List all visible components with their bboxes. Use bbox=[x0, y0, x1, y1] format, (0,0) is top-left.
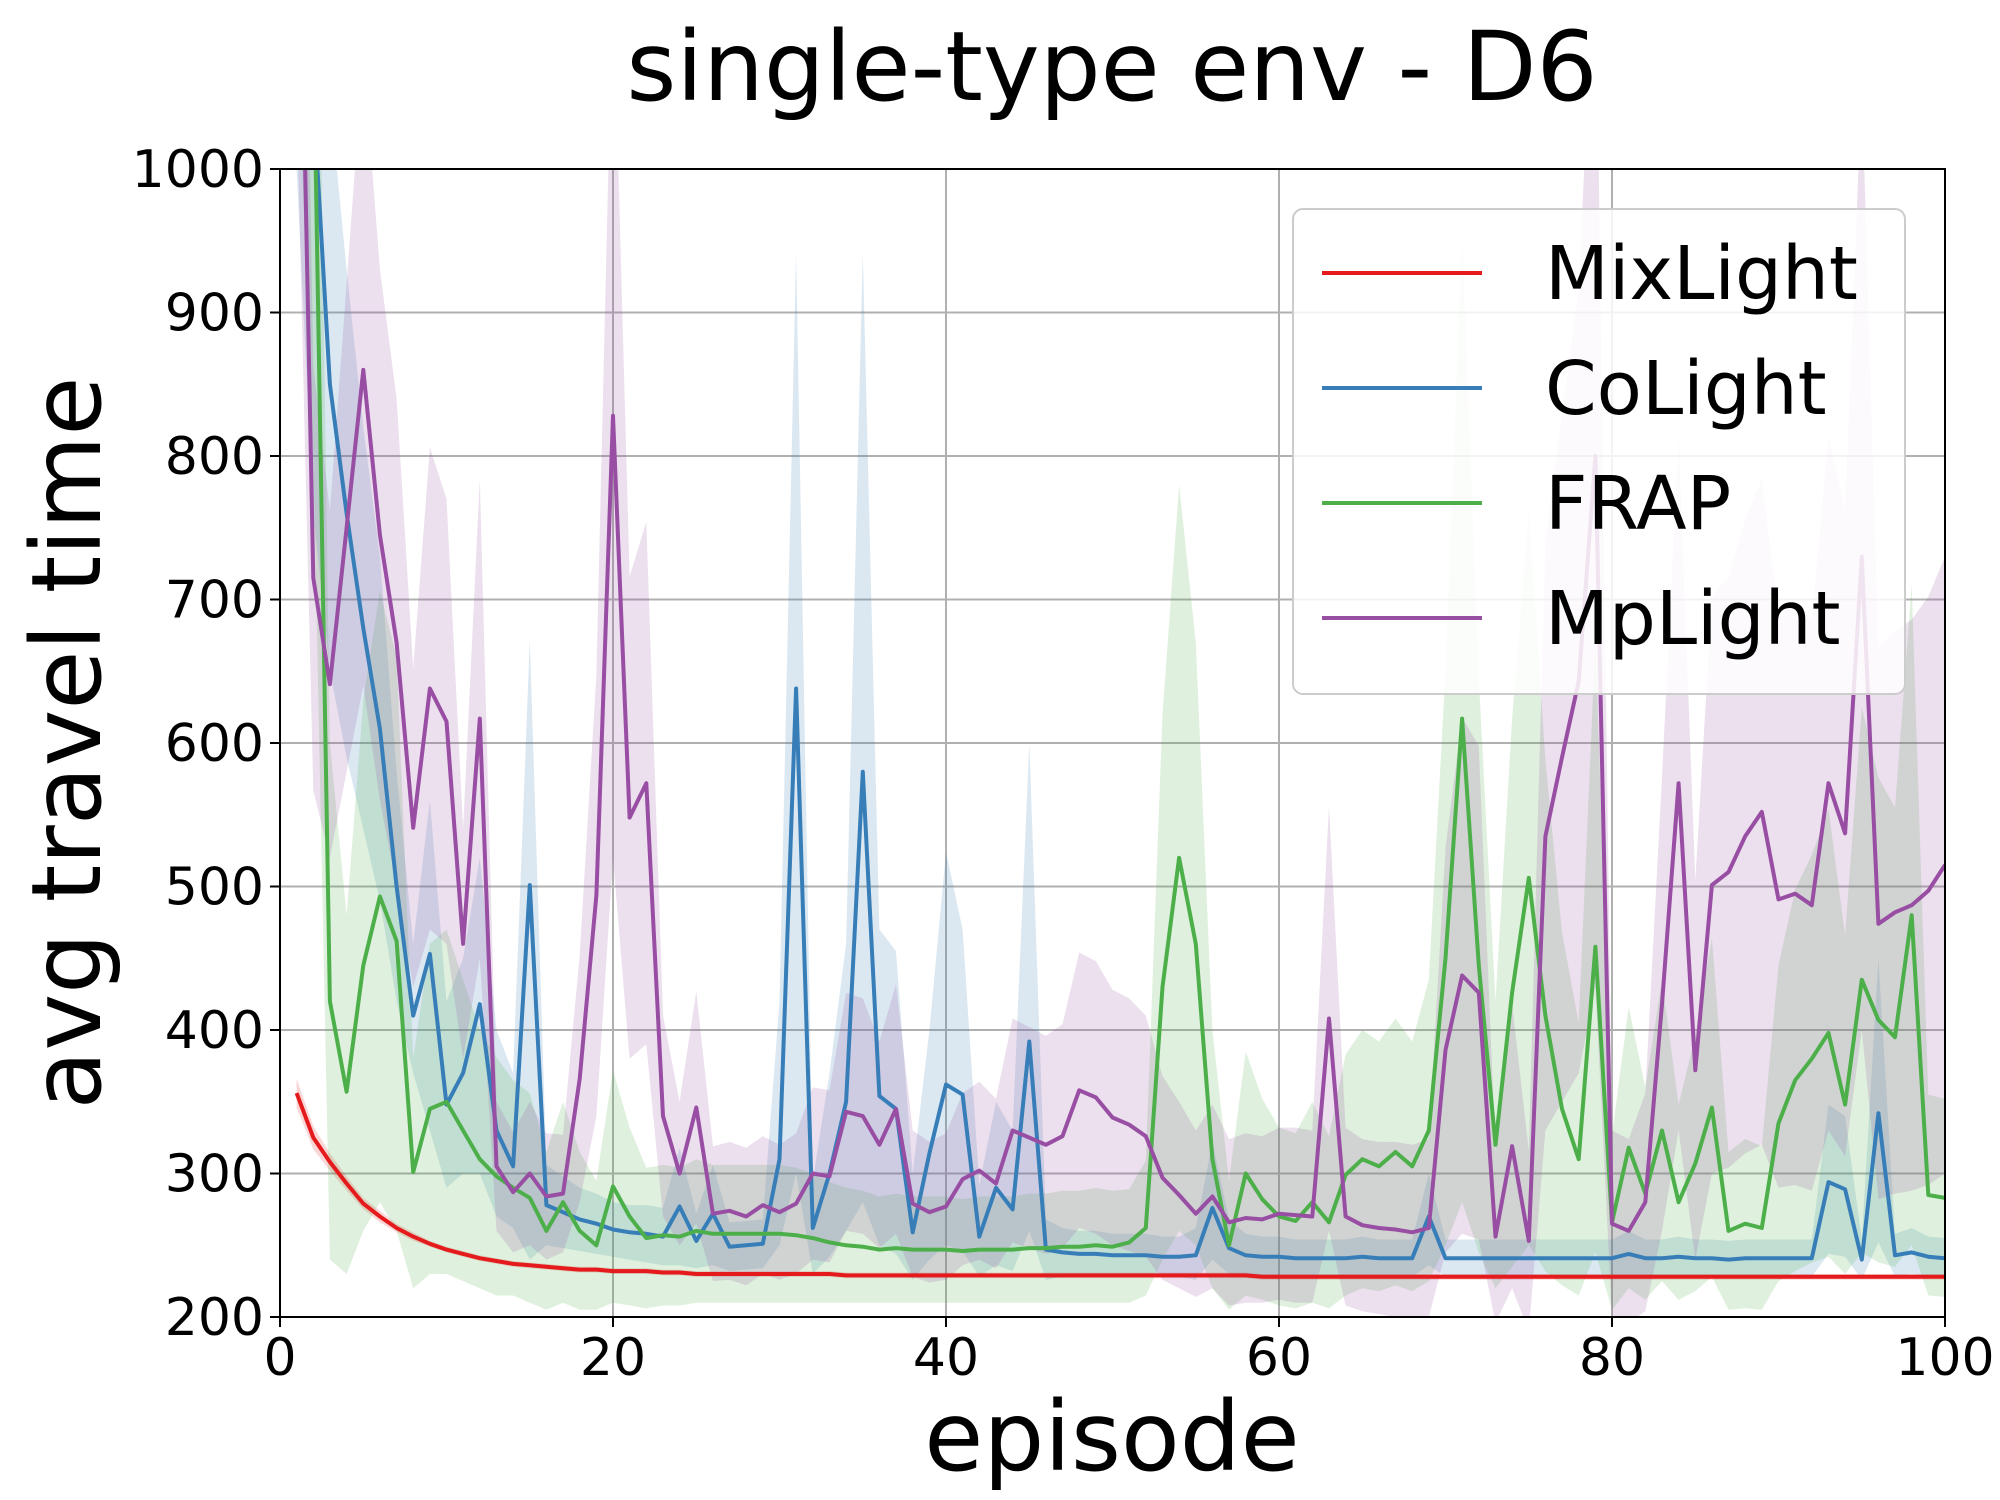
legend: MixLight CoLight FRAP MpLight bbox=[1292, 208, 1906, 695]
y-tick-label: 200 bbox=[165, 1288, 264, 1348]
y-tick-label: 700 bbox=[165, 571, 264, 631]
x-tick-label: 80 bbox=[1579, 1328, 1645, 1388]
y-tick-label: 500 bbox=[165, 858, 264, 918]
y-tick-label: 900 bbox=[165, 284, 264, 344]
confidence-bands bbox=[296, 169, 1945, 1317]
frap-band bbox=[302, 169, 1945, 1310]
y-tick-label: 300 bbox=[165, 1145, 264, 1205]
colight-legend-label: CoLight bbox=[1545, 346, 1827, 432]
x-axis-ticks: 0 20 40 60 80 100 bbox=[263, 1317, 1995, 1388]
mixlight-legend-label: MixLight bbox=[1545, 231, 1858, 317]
x-tick-label: 20 bbox=[580, 1328, 646, 1388]
colight-band bbox=[296, 169, 1945, 1280]
frap-legend-label: FRAP bbox=[1545, 461, 1731, 547]
mplight-band bbox=[298, 169, 1945, 1317]
y-tick-label: 400 bbox=[165, 1001, 264, 1061]
x-axis-label: episode bbox=[924, 1381, 1299, 1493]
series-lines bbox=[294, 169, 1945, 1279]
frap-line bbox=[313, 169, 1945, 1253]
legend-box bbox=[1292, 208, 1906, 695]
mixlight-line bbox=[294, 1092, 1945, 1279]
y-tick-label: 800 bbox=[165, 427, 264, 487]
y-axis-label: avg travel time bbox=[11, 377, 123, 1110]
x-tick-label: 100 bbox=[1895, 1328, 1994, 1388]
y-tick-label: 600 bbox=[165, 714, 264, 774]
chart-title: single-type env - D6 bbox=[626, 11, 1597, 123]
mplight-legend-label: MpLight bbox=[1545, 576, 1841, 662]
x-tick-label: 0 bbox=[263, 1328, 296, 1388]
x-tick-label: 40 bbox=[913, 1328, 979, 1388]
x-tick-label: 60 bbox=[1246, 1328, 1312, 1388]
y-axis-ticks: 200 300 400 500 600 700 800 900 1000 bbox=[132, 140, 280, 1348]
y-tick-label: 1000 bbox=[132, 140, 264, 200]
mplight-line bbox=[303, 169, 1945, 1243]
